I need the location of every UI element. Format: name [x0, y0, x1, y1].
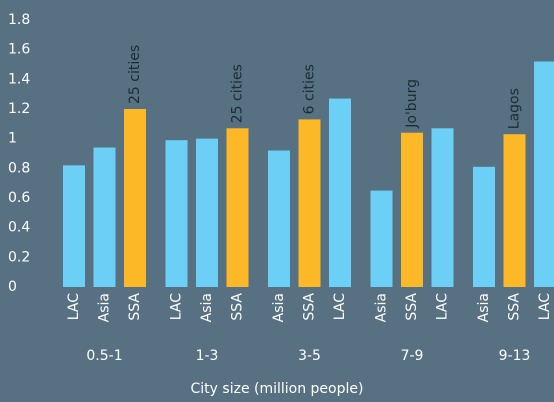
annotation: Jo'burg [404, 79, 420, 129]
annotation: 25 cities [127, 45, 143, 104]
bar [93, 147, 116, 287]
bar-label: Asia [271, 293, 287, 322]
y-tick-label: 1 [8, 131, 17, 147]
bar-label: LAC [435, 293, 451, 320]
x-axis-title: City size (million people) [191, 381, 364, 397]
bar-label: LAC [66, 293, 82, 320]
y-tick-label: 0.2 [8, 249, 30, 265]
annotation: Lagos [507, 88, 523, 129]
bar [401, 132, 423, 287]
bar-label: LAC [537, 293, 553, 320]
bar-label: Asia [97, 293, 113, 322]
y-tick-label: 1.8 [8, 12, 30, 28]
bar-label: Asia [476, 293, 492, 322]
bar [196, 138, 218, 287]
y-tick-label: 1.4 [8, 71, 30, 87]
bar-label: Asia [374, 293, 390, 322]
y-tick-label: 0.6 [8, 190, 30, 206]
bar [298, 119, 321, 287]
y-tick-label: 0.8 [8, 160, 30, 176]
bar-label: LAC [332, 293, 348, 320]
y-tick-label: 1.2 [8, 101, 30, 117]
bar [226, 128, 249, 287]
bar [165, 140, 188, 287]
annotation: 25 cities [230, 64, 246, 123]
y-tick-label: 0.4 [8, 220, 30, 236]
bar-label: SSA [507, 293, 523, 321]
group-label: 0.5-1 [86, 348, 122, 364]
bar [329, 98, 351, 287]
bar [473, 166, 495, 287]
group-label: 1-3 [196, 348, 219, 364]
y-tick-label: 0 [8, 279, 17, 295]
bar-label: SSA [127, 293, 143, 321]
bar [268, 150, 290, 287]
bar [370, 190, 393, 287]
bar [431, 128, 454, 287]
bar-label: SSA [404, 293, 420, 321]
bar [124, 109, 146, 287]
bar [503, 134, 526, 287]
group-label: 9-13 [499, 348, 531, 364]
bar-label: Asia [199, 293, 215, 322]
bar [63, 165, 85, 287]
group-label: 3-5 [298, 348, 321, 364]
bar-label: SSA [230, 293, 246, 321]
bar-label: LAC [169, 293, 185, 320]
bar-label: SSA [302, 293, 318, 321]
group-label: 7-9 [401, 348, 424, 364]
annotation: 6 cities [302, 64, 318, 114]
bar [534, 61, 554, 288]
y-tick-label: 1.6 [8, 42, 30, 58]
